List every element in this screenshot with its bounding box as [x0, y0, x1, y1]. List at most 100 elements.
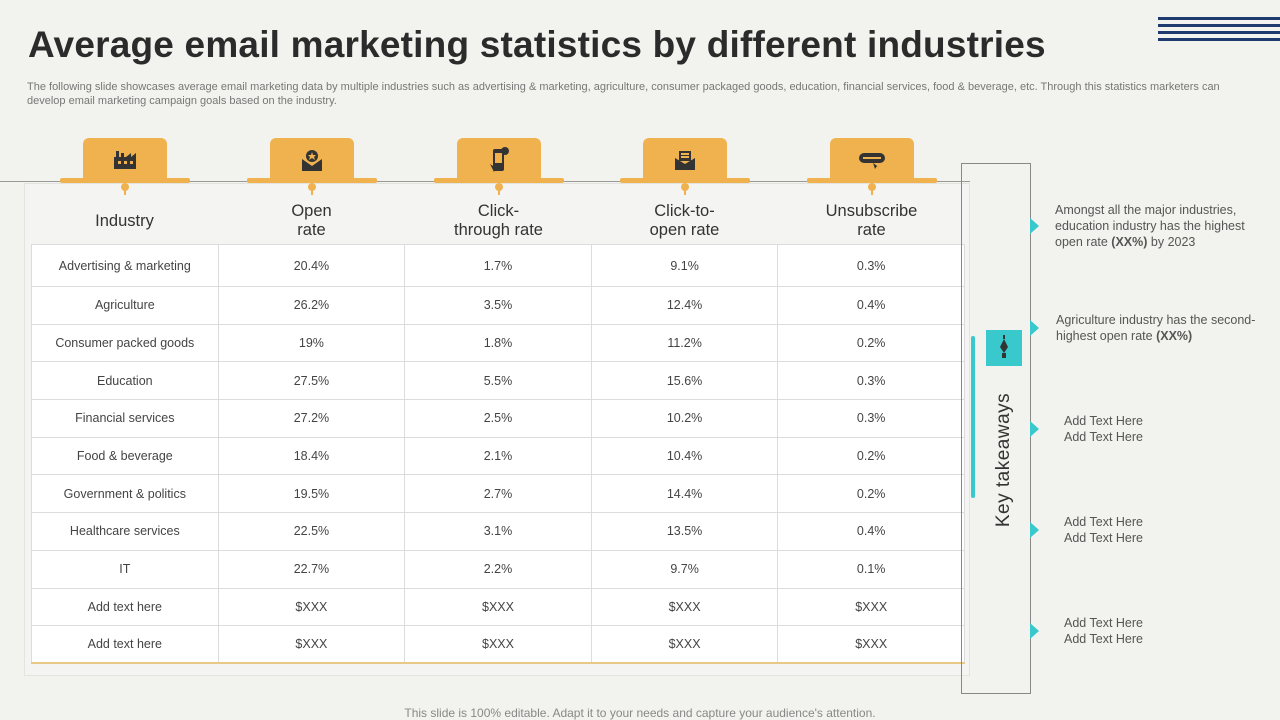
- email-badge-icon: [269, 138, 354, 182]
- key-takeaways-label: Key takeaways: [993, 392, 1014, 528]
- industry-cell: Healthcare services: [31, 512, 219, 551]
- value-cell: $XXX: [217, 625, 406, 665]
- email-open-icon: [642, 138, 727, 182]
- table-row: Financial services 27.2% 2.5% 10.2% 0.3%: [31, 399, 965, 438]
- value-cell: 3.5%: [404, 286, 592, 325]
- arrow-bullet-icon: [1030, 320, 1039, 336]
- value-cell: 0.3%: [777, 399, 965, 438]
- industry-cell: Consumer packed goods: [31, 323, 219, 363]
- industry-cell: Financial services: [31, 399, 219, 438]
- icon-base-bar: [59, 178, 190, 183]
- value-cell: 1.8%: [404, 323, 592, 363]
- table-row: Government & politics 19.5% 2.7% 14.4% 0.2%: [31, 474, 965, 514]
- value-cell: 27.2%: [217, 399, 406, 438]
- value-cell: 19%: [217, 323, 406, 363]
- table-row: Add text here $XXX $XXX $XXX $XXX: [31, 587, 965, 627]
- icon-pin: [307, 183, 316, 195]
- icon-pin: [120, 183, 129, 195]
- table-row: IT 22.7% 2.2% 9.7% 0.1%: [31, 549, 965, 589]
- value-cell: 20.4%: [217, 244, 406, 287]
- value-cell: 26.2%: [217, 286, 406, 325]
- column-header: Industry: [95, 211, 154, 230]
- arrow-bullet-icon: [1030, 218, 1039, 234]
- industry-cell: Food & beverage: [31, 436, 219, 476]
- footer-note: This slide is 100% editable. Adapt it to…: [404, 706, 876, 720]
- column-icon-0: [59, 138, 190, 196]
- value-cell: 12.4%: [590, 286, 779, 325]
- value-cell: 0.3%: [777, 244, 965, 287]
- value-cell: 19.5%: [217, 474, 406, 514]
- value-cell: 22.7%: [217, 549, 406, 589]
- takeaway-text: Agriculture industry has the second-high…: [1056, 313, 1256, 343]
- icon-base-bar: [433, 178, 564, 183]
- table-row: Advertising & marketing 20.4% 1.7% 9.1% 0.3%: [31, 244, 965, 287]
- icon-pin: [680, 183, 689, 195]
- value-cell: 2.5%: [404, 399, 592, 438]
- table-row: Agriculture 26.2% 3.5% 12.4% 0.4%: [31, 286, 965, 325]
- mobile-click-icon: [456, 138, 541, 182]
- value-cell: 18.4%: [217, 436, 406, 476]
- page-subtitle: The following slide showcases average em…: [27, 81, 1220, 107]
- table-row: Healthcare services 22.5% 3.1% 13.5% 0.4%: [31, 512, 965, 551]
- industry-cell: Advertising & marketing: [31, 244, 219, 287]
- factory-icon: [82, 138, 167, 182]
- table-row: Education 27.5% 5.5% 15.6% 0.3%: [31, 361, 965, 401]
- value-cell: 0.3%: [777, 361, 965, 401]
- value-cell: 11.2%: [590, 323, 779, 363]
- column-header: Open rate: [291, 202, 332, 239]
- value-cell: 5.5%: [404, 361, 592, 401]
- value-cell: 2.7%: [404, 474, 592, 514]
- value-cell: 15.6%: [590, 361, 779, 401]
- value-cell: 9.7%: [590, 549, 779, 589]
- value-cell: 0.2%: [777, 436, 965, 476]
- value-cell: 22.5%: [217, 512, 406, 551]
- value-cell: 27.5%: [217, 361, 406, 401]
- takeaway-text: Amongst all the major industries, educat…: [1055, 203, 1245, 249]
- value-cell: 13.5%: [590, 512, 779, 551]
- value-cell: $XXX: [217, 587, 406, 627]
- industry-cell: Education: [31, 361, 219, 401]
- value-cell: 0.2%: [777, 323, 965, 363]
- column-icon-2: [433, 138, 564, 196]
- value-cell: $XXX: [777, 625, 965, 665]
- value-cell: 2.1%: [404, 436, 592, 476]
- value-cell: 10.2%: [590, 399, 779, 438]
- column-header: Unsubscribe rate: [825, 202, 918, 239]
- key-takeaways-accent-bar: [971, 336, 975, 498]
- industry-cell: IT: [31, 549, 219, 589]
- value-cell: $XXX: [404, 587, 592, 627]
- takeaway-text: Add Text Here Add Text Here: [1064, 515, 1143, 545]
- page-title: Average email marketing statistics by di…: [28, 24, 1046, 65]
- column-icon-3: [619, 138, 750, 196]
- table-row: Food & beverage 18.4% 2.1% 10.4% 0.2%: [31, 436, 965, 476]
- arrow-bullet-icon: [1030, 522, 1039, 538]
- takeaway-text: Add Text Here Add Text Here: [1064, 616, 1143, 646]
- lightbulb-icon: [986, 330, 1022, 366]
- value-cell: 2.2%: [404, 549, 592, 589]
- value-cell: 3.1%: [404, 512, 592, 551]
- icon-pin: [867, 183, 876, 195]
- statistics-table: Advertising & marketing 20.4% 1.7% 9.1% 0.3%…: [31, 244, 965, 665]
- icon-base-bar: [619, 178, 750, 183]
- table-row: Add text here $XXX $XXX $XXX $XXX: [31, 625, 965, 665]
- icon-base-bar: [806, 178, 937, 183]
- value-cell: 10.4%: [590, 436, 779, 476]
- value-cell: $XXX: [590, 625, 779, 665]
- value-cell: 1.7%: [404, 244, 592, 287]
- value-cell: $XXX: [777, 587, 965, 627]
- arrow-bullet-icon: [1030, 623, 1039, 639]
- value-cell: 0.4%: [777, 512, 965, 551]
- table-row: Consumer packed goods 19% 1.8% 11.2% 0.2%: [31, 323, 965, 363]
- takeaway-text: Add Text Here Add Text Here: [1064, 414, 1143, 444]
- industry-cell: Add text here: [31, 625, 219, 665]
- value-cell: 9.1%: [590, 244, 779, 287]
- value-cell: 0.4%: [777, 286, 965, 325]
- icon-pin: [494, 183, 503, 195]
- value-cell: $XXX: [404, 625, 592, 665]
- arrow-bullet-icon: [1030, 421, 1039, 437]
- value-cell: 14.4%: [590, 474, 779, 514]
- value-cell: 0.1%: [777, 549, 965, 589]
- unsubscribe-icon: [829, 138, 914, 182]
- value-cell: $XXX: [590, 587, 779, 627]
- value-cell: 0.2%: [777, 474, 965, 514]
